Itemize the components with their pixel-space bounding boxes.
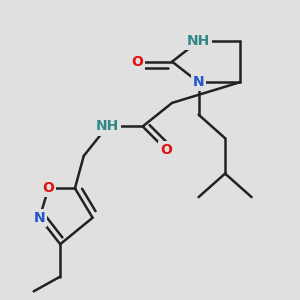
Text: O: O bbox=[131, 55, 143, 69]
Text: N: N bbox=[193, 75, 204, 89]
Text: N: N bbox=[34, 211, 45, 225]
Text: O: O bbox=[43, 181, 54, 195]
Text: O: O bbox=[160, 143, 172, 157]
Text: NH: NH bbox=[96, 119, 119, 134]
Text: NH: NH bbox=[187, 34, 210, 48]
